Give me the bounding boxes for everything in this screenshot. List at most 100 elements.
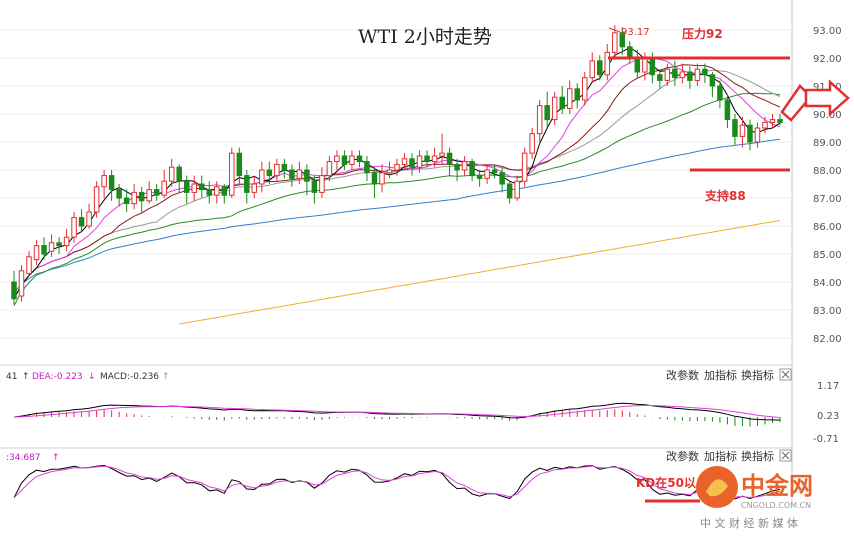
breakout-arrows bbox=[780, 79, 850, 122]
price-tick-label: 82.00 bbox=[813, 334, 842, 345]
candle-body bbox=[687, 71, 693, 81]
price-tick-label: 89.00 bbox=[813, 138, 842, 149]
macd-dif-value: 41 bbox=[6, 372, 17, 382]
high-price-marker: 93.17 bbox=[608, 27, 650, 38]
candle-body bbox=[657, 74, 663, 81]
candle bbox=[394, 158, 400, 176]
candle-body bbox=[364, 161, 370, 174]
candle bbox=[551, 91, 558, 126]
kd-switch-indicator-button[interactable]: 换指标 bbox=[741, 449, 774, 463]
candle-body bbox=[717, 85, 723, 101]
candle-body bbox=[214, 186, 220, 196]
candle bbox=[679, 63, 686, 84]
candle bbox=[777, 114, 783, 126]
candle bbox=[544, 91, 550, 128]
candle bbox=[521, 147, 528, 187]
candle bbox=[559, 86, 565, 114]
candle bbox=[657, 69, 663, 89]
candle-body bbox=[281, 163, 288, 171]
candle-body bbox=[78, 217, 85, 227]
candle bbox=[206, 181, 213, 204]
candle bbox=[664, 63, 671, 86]
candle bbox=[311, 175, 318, 204]
candle-body bbox=[131, 191, 137, 205]
candle-body bbox=[26, 256, 32, 275]
candle bbox=[694, 63, 701, 86]
candle bbox=[612, 25, 618, 58]
candle bbox=[289, 164, 295, 187]
candle-body bbox=[754, 127, 761, 143]
price-tick-labels: 93.00 92.00 91.00 90.00 89.00 88.00 87.00 86.00… bbox=[813, 26, 842, 345]
price-tick-label: 86.00 bbox=[813, 222, 842, 233]
candle bbox=[619, 27, 626, 56]
candle-body bbox=[108, 175, 115, 191]
price-tick-label: 83.00 bbox=[813, 306, 842, 317]
candle-body bbox=[476, 175, 483, 179]
candle bbox=[93, 181, 100, 218]
support-annotation: 支持88 bbox=[690, 168, 790, 203]
macd-close-button[interactable] bbox=[779, 368, 792, 381]
candle-body bbox=[551, 96, 558, 121]
kd-edit-params-button[interactable]: 改参数 bbox=[666, 449, 699, 463]
candle-body bbox=[326, 161, 333, 177]
cngold-slogan: 中 文 财 经 新 媒 体 bbox=[700, 516, 798, 530]
macd-edit-params-button[interactable]: 改参数 bbox=[666, 368, 699, 382]
candle-body bbox=[559, 96, 565, 109]
candle-body bbox=[401, 158, 408, 165]
candle bbox=[529, 128, 535, 159]
candle-body bbox=[296, 169, 303, 179]
candle bbox=[296, 161, 303, 184]
candle bbox=[48, 234, 55, 257]
candle bbox=[221, 184, 228, 204]
macd-up-arrow-icon: ↑ bbox=[22, 372, 30, 382]
candle-body bbox=[86, 211, 92, 227]
candle-body bbox=[41, 245, 47, 255]
candle bbox=[153, 184, 160, 201]
candle bbox=[236, 147, 243, 184]
candle bbox=[536, 100, 543, 142]
candle-body bbox=[724, 99, 731, 121]
candle bbox=[739, 116, 746, 148]
candle-body bbox=[48, 242, 55, 252]
candle bbox=[71, 212, 77, 243]
candle bbox=[251, 175, 258, 198]
candle-body bbox=[63, 236, 70, 247]
kd-k-value: :34.687 bbox=[6, 453, 41, 463]
candle bbox=[364, 156, 370, 182]
candle bbox=[454, 158, 460, 182]
candle bbox=[274, 158, 280, 182]
candle bbox=[484, 164, 490, 184]
candle bbox=[386, 161, 393, 179]
macd-tick-2: -0.71 bbox=[813, 434, 839, 445]
candle-body bbox=[694, 68, 701, 81]
macd-tick-1: 0.23 bbox=[817, 411, 839, 422]
candle bbox=[717, 80, 723, 109]
macd-add-indicator-button[interactable]: 加指标 bbox=[704, 368, 737, 382]
candle-body bbox=[769, 119, 776, 123]
candle bbox=[597, 55, 603, 81]
candle-body bbox=[236, 152, 243, 177]
kd-add-indicator-button[interactable]: 加指标 bbox=[704, 449, 737, 463]
candle bbox=[379, 164, 385, 193]
close-icon bbox=[781, 370, 790, 379]
candle-body bbox=[589, 60, 596, 79]
macd-switch-indicator-button[interactable]: 换指标 bbox=[741, 368, 774, 382]
candle bbox=[754, 122, 761, 148]
candle-body bbox=[739, 124, 746, 137]
candle-body bbox=[153, 189, 160, 196]
candle bbox=[161, 170, 167, 198]
candle-body bbox=[619, 32, 626, 48]
candle bbox=[56, 237, 62, 254]
candle bbox=[63, 228, 70, 252]
candle-body bbox=[604, 51, 611, 76]
candle-body bbox=[379, 172, 385, 185]
dea-down-arrow-icon: ↓ bbox=[88, 372, 96, 382]
kd-close-button[interactable] bbox=[779, 449, 792, 462]
candle-body bbox=[732, 119, 738, 137]
price-gridlines bbox=[0, 29, 792, 339]
candle-body bbox=[461, 161, 468, 171]
candle-body bbox=[56, 242, 62, 247]
high-marker-arrow bbox=[608, 27, 621, 33]
candle bbox=[604, 44, 611, 81]
candle-body bbox=[634, 57, 641, 73]
